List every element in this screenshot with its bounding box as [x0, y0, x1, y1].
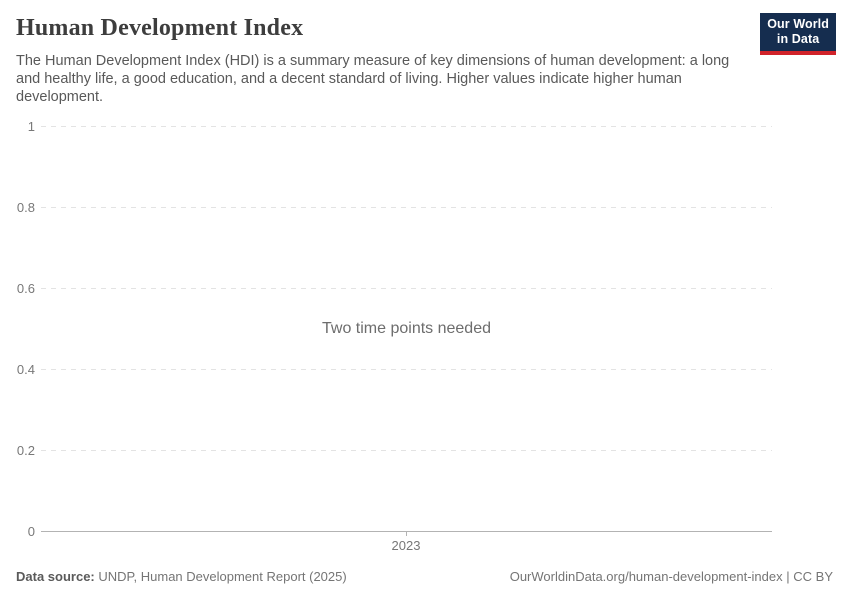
page-title: Human Development Index: [16, 15, 304, 41]
license-label[interactable]: CC BY: [793, 569, 833, 584]
y-gridline-0-4: [41, 369, 772, 370]
y-gridline-0-6: [41, 288, 772, 289]
owid-logo[interactable]: Our World in Data: [760, 13, 836, 55]
y-tick-label-0-8: 0.8: [16, 200, 35, 215]
chart-subtitle: The Human Development Index (HDI) is a s…: [16, 53, 730, 105]
footer-attribution: OurWorldinData.org/human-development-ind…: [510, 569, 833, 584]
y-gridline-0-8: [41, 207, 772, 208]
y-tick-label-0: 0: [27, 524, 35, 539]
owid-url-link[interactable]: OurWorldinData.org/human-development-ind…: [509, 569, 783, 584]
x-tick-label-2023: 2023: [391, 538, 421, 553]
y-tick-label-0-6: 0.6: [16, 281, 35, 296]
y-tick-label-1: 1: [27, 119, 35, 134]
data-source-value: UNDP, Human Development Report (2025): [98, 569, 347, 584]
y-gridline-0-2: [41, 450, 772, 451]
footer-data-source: Data source: UNDP, Human Development Rep…: [16, 569, 347, 584]
y-tick-label-0-4: 0.4: [16, 362, 35, 377]
owid-logo-line1: Our World: [767, 17, 829, 31]
x-tick-mark-2023: [406, 531, 407, 536]
data-source-label: Data source:: [16, 569, 95, 584]
owid-logo-line2: in Data: [776, 32, 820, 46]
footer-separator: |: [786, 569, 790, 584]
y-gridline-1: [41, 126, 772, 127]
empty-state-message: Two time points needed: [322, 320, 491, 337]
y-tick-label-0-2: 0.2: [16, 443, 35, 458]
